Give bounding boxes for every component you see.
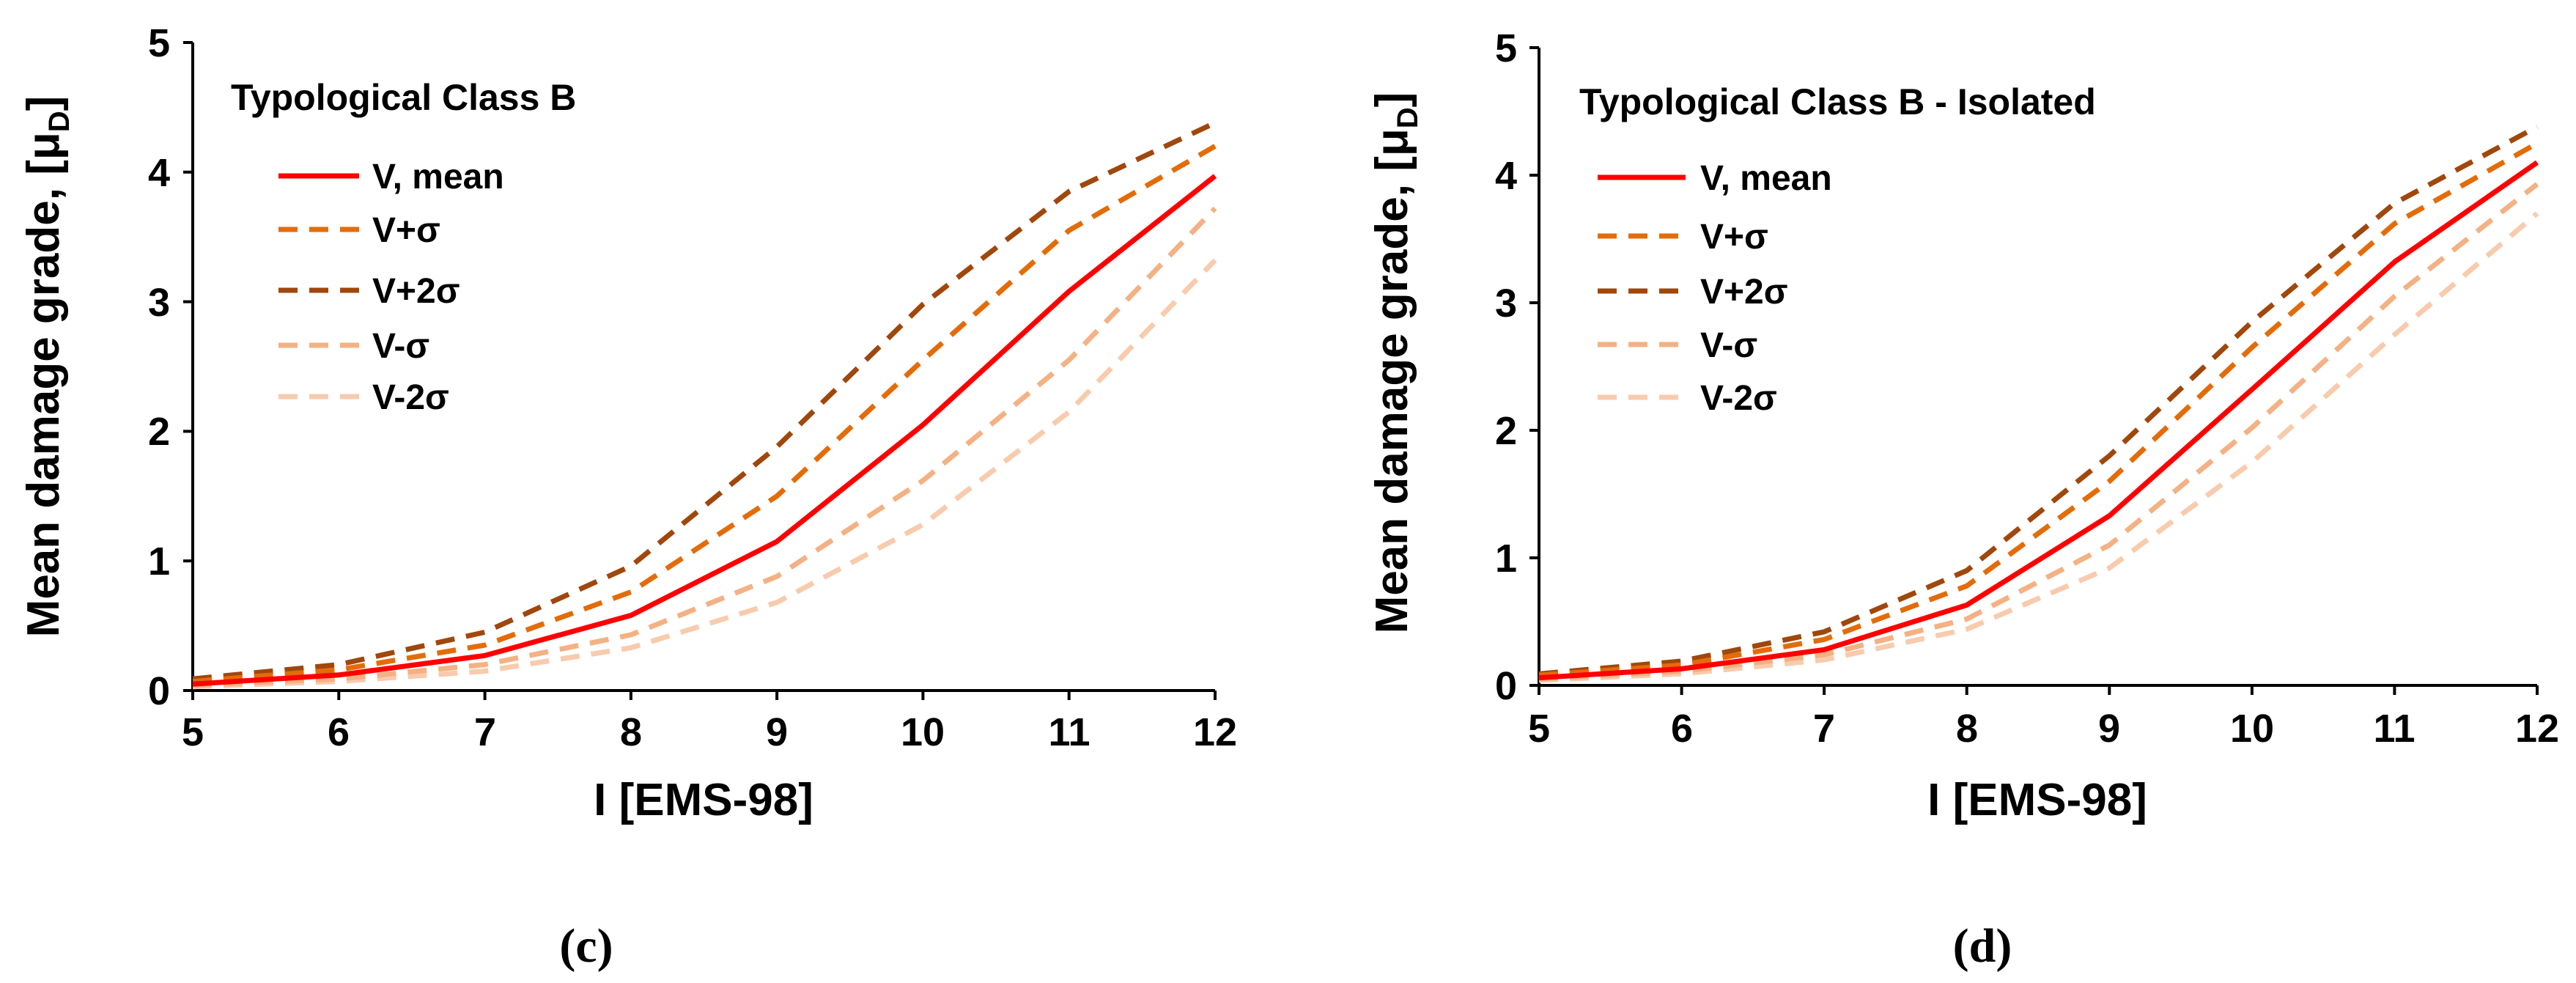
y-tick-label: 3	[148, 281, 170, 325]
legend-label-v-plus-sigma: V+σ	[372, 211, 440, 250]
x-tick-label: 11	[1048, 710, 1090, 754]
x-tick-label: 12	[1193, 710, 1237, 754]
y-tick-label: 2	[1495, 409, 1517, 453]
x-tick-label: 8	[620, 710, 642, 754]
y-axis-title: Mean damage grade, [μD]	[18, 96, 75, 638]
x-tick-label: 9	[766, 710, 788, 754]
y-tick-label: 5	[1495, 26, 1517, 70]
x-tick-label: 11	[2373, 707, 2415, 751]
series-line-v-mean	[1538, 160, 2539, 681]
x-ticks: 5 6 7 8 9 10 11 12	[1528, 685, 2559, 751]
x-tick-label: 9	[2098, 707, 2120, 751]
legend-label-v-minus-2sigma: V-2σ	[1700, 379, 1777, 418]
series-line-v-minus-2sigma	[1538, 211, 2539, 683]
x-tick-label: 6	[1671, 707, 1693, 751]
series-line-v-plus-2sigma	[1538, 124, 2539, 677]
x-axis-title: I [EMS-98]	[594, 775, 813, 825]
legend: V, mean V+σ V+2σ V-σ V-2σ	[278, 158, 504, 417]
y-tick-label: 3	[1495, 281, 1517, 325]
series-line-v-plus-2sigma	[192, 120, 1217, 682]
x-tick-label: 7	[1813, 707, 1835, 751]
y-axis-title: Mean damage grade, [μD]	[1367, 92, 1424, 634]
x-axis-title: I [EMS-98]	[1927, 775, 2147, 825]
x-tick-label: 6	[328, 710, 350, 754]
legend-label-v-plus-2sigma: V+2σ	[1700, 273, 1788, 312]
panel-caption: (d)	[1953, 919, 2012, 973]
legend-label-v-plus-sigma: V+σ	[1700, 218, 1768, 257]
x-tick-label: 8	[1956, 707, 1978, 751]
series-line-v-mean	[192, 174, 1217, 687]
panel-caption: (c)	[559, 919, 613, 973]
x-tick-label: 7	[474, 710, 496, 754]
series-line-v-plus-sigma	[192, 144, 1217, 685]
y-tick-label: 0	[148, 669, 170, 713]
y-tick-label: 2	[148, 410, 170, 454]
series-line-v-minus-2sigma	[192, 258, 1217, 690]
x-tick-label: 5	[1528, 707, 1550, 751]
chart-panel-d: Mean damage grade, [μD] 0 1 2 3 4 5	[1367, 26, 2559, 973]
x-tick-label: 10	[901, 710, 945, 754]
panel-title: Typological Class B	[231, 77, 576, 118]
legend-label-v-mean: V, mean	[1700, 159, 1832, 198]
legend-label-v-plus-2sigma: V+2σ	[372, 272, 460, 311]
x-tick-label: 10	[2230, 707, 2274, 751]
legend-label-v-minus-sigma: V-σ	[1700, 326, 1757, 365]
series-line-v-plus-sigma	[1538, 141, 2539, 678]
y-ticks: 0 1 2 3 4 5	[148, 21, 193, 713]
y-tick-label: 0	[1495, 664, 1517, 708]
x-tick-label: 5	[182, 710, 204, 754]
panel-title: Typological Class B - Isolated	[1579, 81, 2096, 122]
y-tick-label: 1	[1495, 537, 1517, 581]
legend: V, mean V+σ V+2σ V-σ V-2σ	[1598, 159, 1832, 418]
legend-label-v-mean: V, mean	[372, 158, 504, 196]
chart-panel-c: Mean damage grade, [μD] 0 1 2 3 4 5	[18, 21, 1237, 973]
legend-label-v-minus-sigma: V-σ	[372, 327, 429, 366]
y-tick-label: 5	[148, 21, 170, 65]
y-tick-label: 4	[148, 151, 170, 195]
series-line-v-minus-sigma	[192, 206, 1217, 688]
y-tick-label: 1	[148, 540, 170, 583]
x-ticks: 5 6 7 8 9 10 11 12	[182, 691, 1237, 754]
y-tick-label: 4	[1495, 154, 1517, 198]
series-line-v-minus-sigma	[1538, 182, 2539, 682]
x-tick-label: 12	[2515, 707, 2559, 751]
legend-label-v-minus-2sigma: V-2σ	[372, 378, 449, 417]
y-ticks: 0 1 2 3 4 5	[1495, 26, 1539, 708]
